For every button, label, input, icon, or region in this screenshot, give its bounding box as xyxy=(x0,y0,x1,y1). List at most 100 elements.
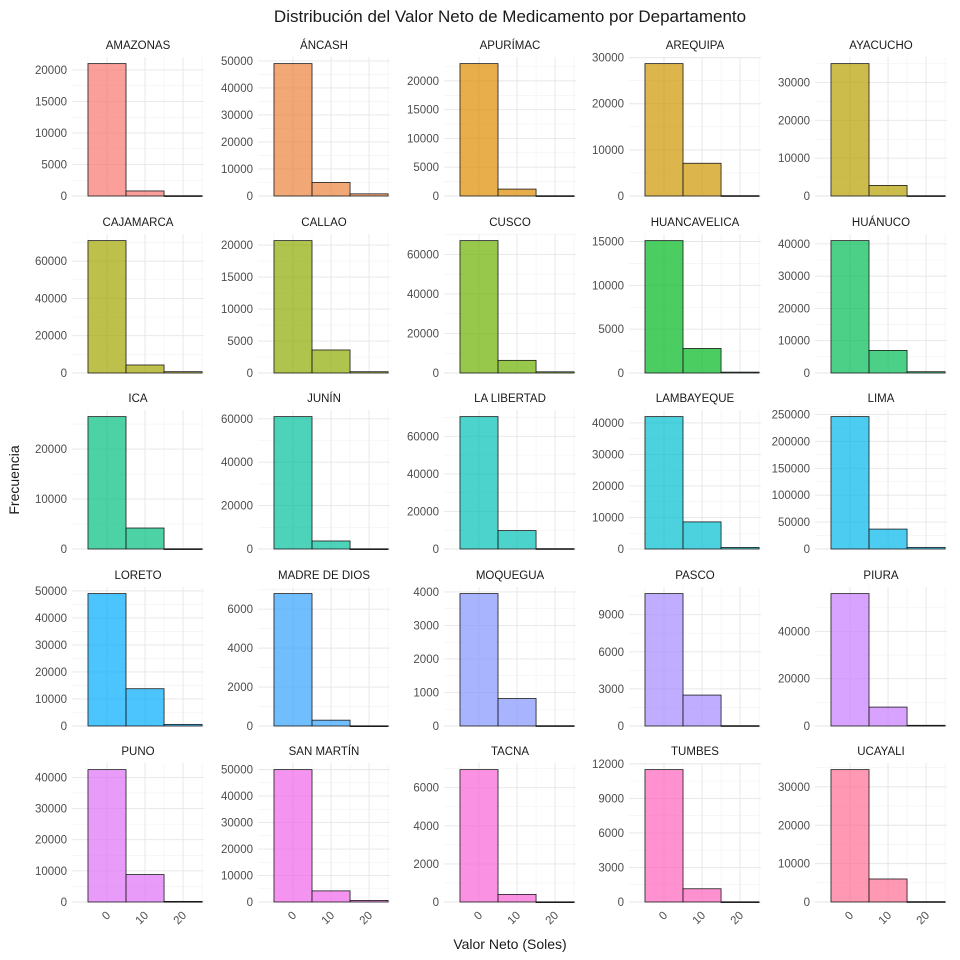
histogram-bar xyxy=(163,723,203,727)
y-tick-label: 0 xyxy=(61,368,67,380)
panel-san-martin: SAN MARTÍN 0 10000 20000 30000 40000 50000 0 10 2… xyxy=(221,745,390,927)
y-tick-label: 4000 xyxy=(413,587,439,599)
y-tick-label: 2000 xyxy=(227,682,253,694)
histogram-bar xyxy=(830,769,870,903)
y-tick-label: 6000 xyxy=(598,828,624,840)
panel-strip-label: CAJAMARCA xyxy=(103,217,174,229)
histogram-bar xyxy=(459,769,499,903)
histogram-bar xyxy=(273,416,313,550)
panel-strip-label: APURÍMAC xyxy=(480,39,541,52)
histogram-bar xyxy=(311,349,351,374)
histogram-bar xyxy=(644,416,684,550)
y-tick-label: 0 xyxy=(804,721,810,733)
panel-strip-label: PASCO xyxy=(675,570,714,582)
histogram-bar xyxy=(459,593,499,727)
panel-callao: CALLAO 0 5000 10000 15000 20000 xyxy=(221,217,390,380)
panel-tumbes: TUMBES 0 3000 6000 9000 12000 0 10 20 xyxy=(592,746,761,927)
y-tick-label: 10000 xyxy=(778,336,810,348)
panel-ayacucho: AYACUCHO 0 10000 20000 30000 xyxy=(778,40,947,203)
y-tick-label: 5000 xyxy=(41,159,67,171)
y-tick-label: 20000 xyxy=(778,674,810,686)
panel-la-libertad: LA LIBERTAD 0 20000 40000 60000 xyxy=(407,393,576,556)
histogram-bar xyxy=(682,521,722,550)
y-tick-label: 30000 xyxy=(221,110,253,122)
y-tick-label: 100000 xyxy=(772,490,810,502)
panel-strip-label: PUNO xyxy=(121,746,154,758)
y-tick-label: 20000 xyxy=(592,481,624,493)
panel-junin: JUNÍN 0 20000 40000 60000 xyxy=(221,392,390,556)
panel-strip-label: LAMBAYEQUE xyxy=(656,393,735,405)
histogram-bar xyxy=(720,195,760,197)
histogram-bar xyxy=(906,901,946,903)
y-tick-label: 10000 xyxy=(221,164,253,176)
histogram-bar xyxy=(644,769,684,903)
y-tick-label: 5000 xyxy=(413,162,439,174)
histogram-bar xyxy=(125,527,165,550)
y-tick-label: 1000 xyxy=(413,687,439,699)
panel-ucayali: UCAYALI 0 10000 20000 30000 0 10 20 xyxy=(778,746,947,927)
y-tick-label: 20000 xyxy=(778,115,810,127)
y-tick-label: 60000 xyxy=(407,431,439,443)
y-tick-label: 10000 xyxy=(407,133,439,145)
histogram-bar xyxy=(830,240,870,374)
y-tick-label: 10000 xyxy=(221,871,253,883)
panel-lima: LIMA 0 50000 100000 150000 200000 250000 xyxy=(772,393,947,556)
histogram-bar xyxy=(868,878,908,903)
panel-lambayeque: LAMBAYEQUE 0 10000 20000 30000 40000 xyxy=(592,393,761,556)
y-tick-label: 40000 xyxy=(407,289,439,301)
chart-title: Distribución del Valor Neto de Medicamen… xyxy=(274,7,746,26)
x-tick-label: 10 xyxy=(134,910,152,928)
histogram-bar xyxy=(87,240,127,374)
histogram-bar xyxy=(349,193,389,197)
y-tick-label: 5000 xyxy=(598,324,624,336)
histogram-bar xyxy=(868,349,908,374)
histogram-bar xyxy=(868,185,908,197)
y-tick-label: 0 xyxy=(804,897,810,909)
panel-strip-label: TACNA xyxy=(491,746,529,758)
y-tick-label: 50000 xyxy=(35,586,67,598)
y-tick-label: 10000 xyxy=(35,866,67,878)
histogram-bar xyxy=(87,416,127,550)
y-tick-label: 40000 xyxy=(221,457,253,469)
y-tick-label: 40000 xyxy=(592,418,624,430)
y-tick-label: 20000 xyxy=(407,76,439,88)
y-tick-label: 20000 xyxy=(407,328,439,340)
y-tick-label: 20000 xyxy=(35,331,67,343)
panel-apurimac: APURÍMAC 0 5000 10000 15000 20000 xyxy=(407,39,576,203)
y-tick-label: 9000 xyxy=(598,610,624,622)
histogram-bar xyxy=(349,548,389,550)
y-tick-label: 20000 xyxy=(221,137,253,149)
y-tick-label: 0 xyxy=(433,897,439,909)
histogram-bar xyxy=(644,63,684,197)
y-tick-label: 10000 xyxy=(592,280,624,292)
panel-madre-de-dios: MADRE DE DIOS 0 2000 4000 6000 xyxy=(227,570,390,733)
y-tick-label: 0 xyxy=(61,544,67,556)
panel-ica: ICA 0 10000 20000 xyxy=(35,393,204,556)
y-tick-label: 10000 xyxy=(592,512,624,524)
y-tick-label: 50000 xyxy=(778,517,810,529)
y-tick-label: 4000 xyxy=(413,821,439,833)
panel-strip-label: SAN MARTÍN xyxy=(289,745,360,758)
y-tick-label: 0 xyxy=(61,897,67,909)
y-tick-label: 20000 xyxy=(407,506,439,518)
y-tick-label: 40000 xyxy=(407,469,439,481)
y-tick-label: 40000 xyxy=(35,772,67,784)
panel-strip-label: LA LIBERTAD xyxy=(474,393,546,405)
y-tick-label: 2000 xyxy=(413,859,439,871)
histogram-bar xyxy=(163,548,203,550)
histogram-bar xyxy=(682,348,722,374)
histogram-bar xyxy=(273,63,313,197)
x-tick-label: 20 xyxy=(729,910,747,928)
y-tick-label: 6000 xyxy=(227,604,253,616)
x-tick-label: 0 xyxy=(472,910,485,923)
y-tick-label: 40000 xyxy=(778,626,810,638)
y-tick-label: 10000 xyxy=(35,694,67,706)
y-tick-label: 10000 xyxy=(221,304,253,316)
y-tick-label: 30000 xyxy=(778,782,810,794)
panel-loreto: LORETO 0 10000 20000 30000 40000 50000 xyxy=(35,570,204,733)
histogram-bar xyxy=(720,547,760,550)
histogram-bar xyxy=(87,769,127,903)
y-tick-label: 0 xyxy=(804,191,810,203)
panel-strip-label: TUMBES xyxy=(671,746,719,758)
histogram-bar xyxy=(273,593,313,727)
